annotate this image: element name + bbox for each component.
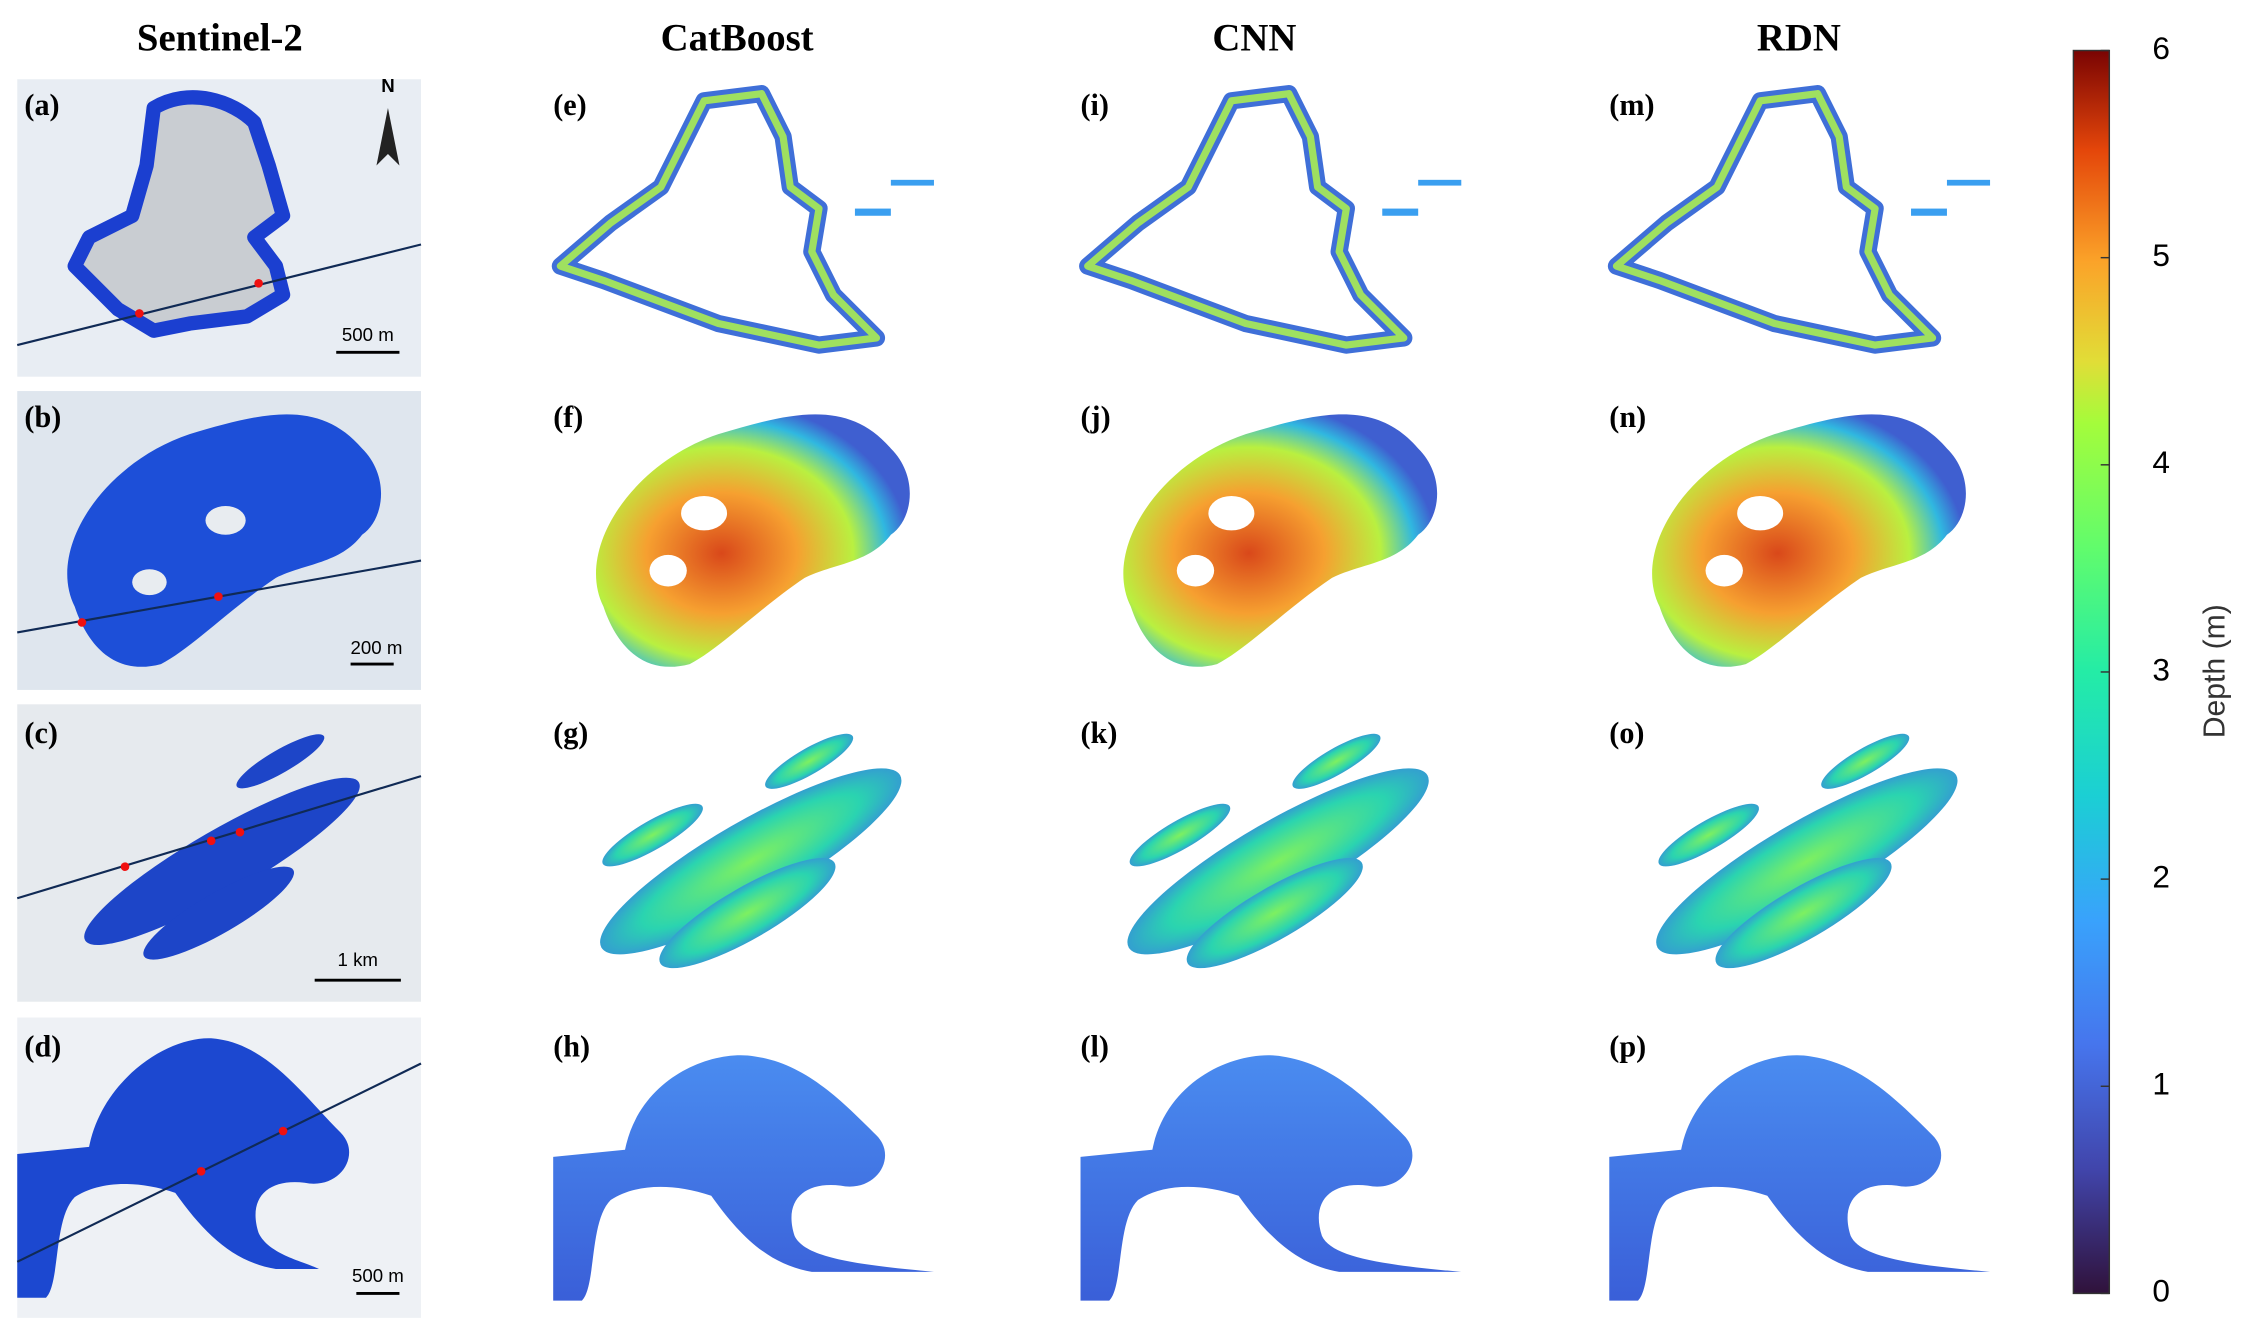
panel-label: (g) <box>553 716 588 750</box>
panel-label: (b) <box>24 400 61 434</box>
satellite-panel <box>16 79 422 377</box>
colorbar-tick-label: 3 <box>2152 651 2170 687</box>
north-arrow-label: N <box>381 75 394 96</box>
depth-map <box>1614 700 1991 1008</box>
column-title: RDN <box>1757 17 1841 60</box>
panel-label: (d) <box>24 1029 61 1063</box>
panel-label: (m) <box>1609 88 1654 122</box>
scale-bar-label: 1 km <box>338 949 378 970</box>
scale-bar-label: 200 m <box>351 637 403 658</box>
scale-bar-label: 500 m <box>352 1265 404 1286</box>
panel-label: (k) <box>1081 716 1118 750</box>
panel-label: (o) <box>1609 716 1644 750</box>
depth-map <box>553 1055 934 1301</box>
scale-bar-label: 500 m <box>342 324 394 345</box>
column-title: Sentinel-2 <box>137 17 303 60</box>
satellite-panel <box>16 1017 422 1318</box>
satellite-panel <box>17 391 422 690</box>
depth-map <box>1085 700 1462 1008</box>
depth-map <box>1652 414 1966 667</box>
colorbar-label: Depth (m) <box>2198 604 2231 738</box>
depth-map <box>1088 94 1462 345</box>
depth-map <box>596 414 910 667</box>
panel-label: (i) <box>1081 88 1109 122</box>
panel-label: (j) <box>1081 400 1111 434</box>
depth-map <box>1123 414 1438 667</box>
satellite-panel <box>16 704 422 1002</box>
panel-label: (c) <box>24 716 57 750</box>
depth-map <box>560 94 934 345</box>
panel-label: (a) <box>24 88 59 122</box>
colorbar-tick-label: 0 <box>2152 1273 2170 1309</box>
column-title: CatBoost <box>661 17 814 60</box>
colorbar-tick-label: 5 <box>2152 237 2170 273</box>
column-title: CNN <box>1212 17 1296 60</box>
panel-label: (n) <box>1609 400 1646 434</box>
colorbar-tick-label: 6 <box>2152 30 2170 66</box>
colorbar-tick-label: 2 <box>2152 858 2170 894</box>
panel-label: (e) <box>553 88 586 122</box>
panel-label: (f) <box>553 400 583 434</box>
panel-label: (l) <box>1081 1029 1109 1063</box>
colorbar-tick-label: 1 <box>2152 1066 2170 1102</box>
panel-label: (h) <box>553 1029 590 1063</box>
depth-map <box>1080 1055 1462 1301</box>
depth-panels <box>553 94 1990 1301</box>
depth-map <box>1616 94 1990 345</box>
colorbar-tick-label: 4 <box>2152 444 2170 480</box>
depth-map <box>1609 1055 1991 1301</box>
depth-map <box>558 700 935 1008</box>
panel-label: (p) <box>1609 1029 1646 1063</box>
